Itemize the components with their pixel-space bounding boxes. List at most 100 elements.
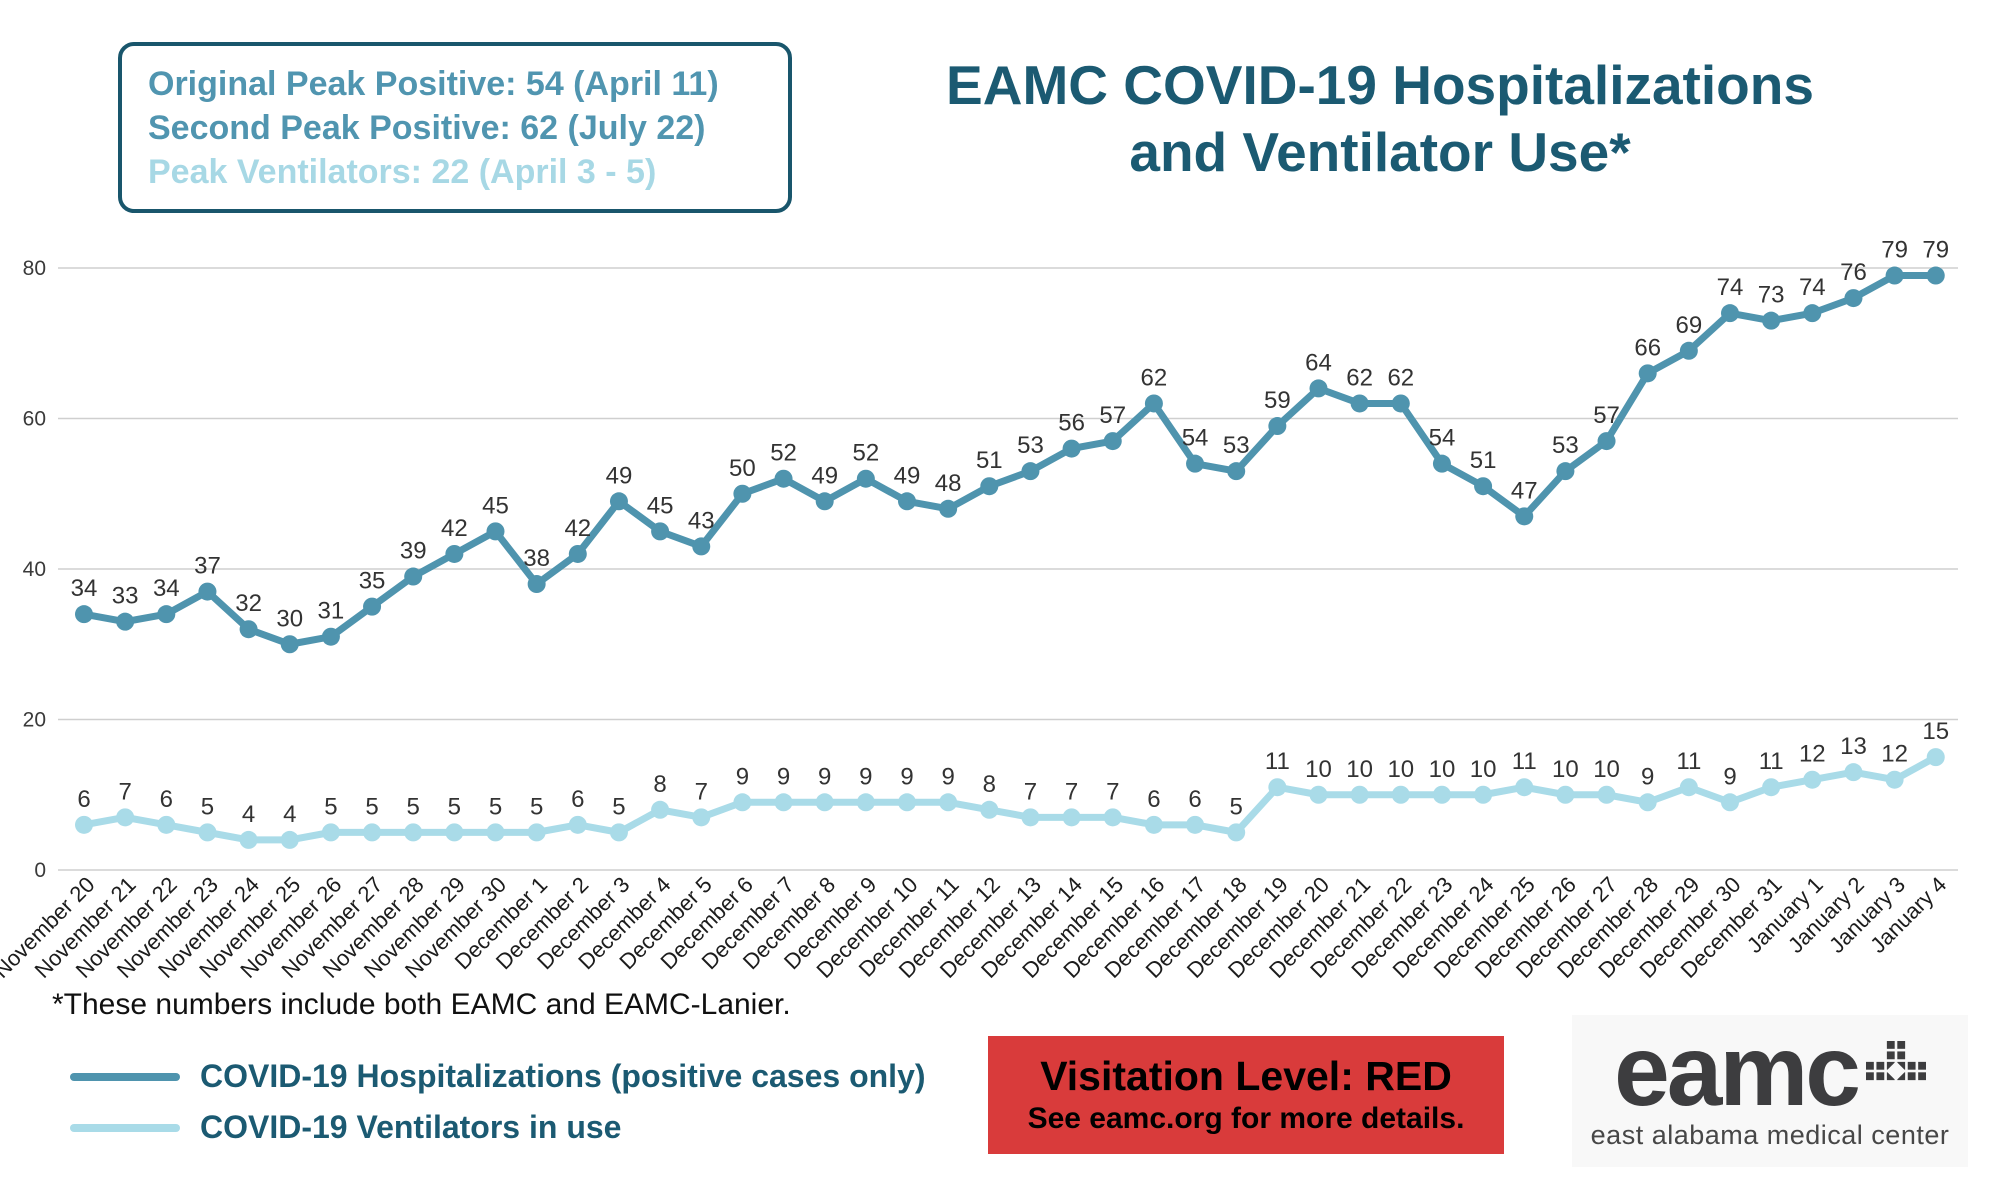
data-point-label: 34 — [71, 575, 98, 602]
data-point — [157, 605, 176, 624]
data-point — [1432, 454, 1451, 473]
data-point-label: 10 — [1387, 756, 1414, 783]
data-point — [1597, 432, 1616, 451]
peak-summary-box: Original Peak Positive: 54 (April 11) Se… — [118, 42, 792, 213]
data-point — [198, 823, 217, 842]
data-point-label: 62 — [1141, 364, 1168, 391]
eamc-logo: eamc east alabama medical center — [1572, 1015, 1968, 1167]
data-point-label: 9 — [1641, 763, 1654, 790]
data-point-label: 13 — [1840, 733, 1867, 760]
data-point — [1268, 778, 1287, 797]
data-point — [1679, 778, 1698, 797]
data-point-label: 10 — [1305, 756, 1332, 783]
data-point-label: 50 — [729, 455, 756, 482]
data-point — [445, 823, 464, 842]
data-point — [1350, 785, 1369, 804]
data-point — [1474, 477, 1493, 496]
legend-item-hospitalizations: COVID-19 Hospitalizations (positive case… — [70, 1058, 926, 1095]
data-point — [1474, 785, 1493, 804]
data-point — [1844, 289, 1863, 308]
data-point-label: 47 — [1511, 477, 1538, 504]
data-point-label: 11 — [1759, 748, 1784, 775]
y-axis-tick-label: 40 — [23, 558, 46, 581]
data-point — [939, 793, 958, 812]
data-point-label: 66 — [1634, 334, 1661, 361]
data-point — [1227, 462, 1246, 481]
data-point-label: 64 — [1305, 349, 1332, 376]
y-axis-tick-label: 60 — [23, 408, 46, 431]
data-point — [609, 823, 628, 842]
data-point — [1885, 266, 1904, 285]
data-point-label: 15 — [1922, 718, 1949, 745]
legend-swatch-ventilators — [70, 1123, 180, 1132]
ventilators-line — [80, 753, 1940, 844]
data-point — [1350, 394, 1369, 413]
data-point-label: 45 — [647, 492, 674, 519]
data-point-label: 5 — [324, 793, 337, 820]
data-point — [1186, 815, 1205, 834]
data-point — [116, 808, 135, 827]
peak-second-positive: Second Peak Positive: 62 (July 22) — [148, 109, 706, 148]
data-point-label: 7 — [695, 778, 708, 805]
data-point — [1062, 439, 1081, 458]
data-point — [1926, 266, 1945, 285]
data-point-label: 49 — [811, 462, 838, 489]
page-title-line-2: and Ventilator Use* — [1129, 121, 1631, 184]
chart-legend: COVID-19 Hospitalizations (positive case… — [70, 1058, 926, 1160]
data-point-label: 54 — [1429, 425, 1456, 452]
data-point-label: 6 — [1147, 786, 1160, 813]
y-axis-tick-label: 80 — [23, 257, 46, 280]
data-point — [815, 492, 834, 511]
data-point — [733, 793, 752, 812]
legend-label-ventilators: COVID-19 Ventilators in use — [200, 1109, 622, 1145]
data-point — [774, 469, 793, 488]
data-point-label: 52 — [770, 440, 797, 467]
data-point — [1021, 462, 1040, 481]
data-point-label: 8 — [983, 771, 996, 798]
data-point-label: 69 — [1675, 312, 1702, 339]
eamc-logo-row: eamc — [1614, 1021, 1926, 1121]
data-point-label: 5 — [407, 793, 420, 820]
data-point — [609, 492, 628, 511]
data-point-label: 10 — [1429, 756, 1456, 783]
data-point — [157, 815, 176, 834]
data-point — [1515, 507, 1534, 526]
data-point-label: 49 — [606, 462, 633, 489]
legend-swatch-hospitalizations — [70, 1072, 180, 1081]
data-point — [321, 823, 340, 842]
data-point-label: 9 — [1723, 763, 1736, 790]
data-point-label: 11 — [1265, 748, 1290, 775]
data-point-label: 74 — [1799, 274, 1826, 301]
data-point-label: 5 — [612, 793, 625, 820]
data-point-label: 11 — [1512, 748, 1537, 775]
data-point-label: 5 — [489, 793, 502, 820]
page-title: EAMC COVID-19 Hospitalizations and Venti… — [830, 52, 1930, 186]
data-point — [856, 793, 875, 812]
data-point — [1021, 808, 1040, 827]
data-point — [898, 793, 916, 812]
data-point-label: 73 — [1758, 282, 1785, 309]
data-point — [1679, 341, 1698, 360]
data-point-label: 10 — [1552, 756, 1579, 783]
data-point — [321, 627, 340, 646]
data-point-label: 9 — [818, 763, 831, 790]
data-point — [75, 815, 93, 834]
data-point-label: 54 — [1182, 425, 1209, 452]
data-point-label: 6 — [160, 786, 173, 813]
data-point — [527, 823, 546, 842]
data-point-label: 6 — [77, 786, 90, 813]
data-point — [1762, 778, 1781, 797]
data-point — [445, 544, 464, 563]
data-point-label: 79 — [1922, 237, 1949, 264]
data-point — [856, 469, 875, 488]
data-point — [1844, 763, 1863, 782]
data-point — [1062, 808, 1081, 827]
data-point-label: 57 — [1593, 402, 1620, 429]
data-point — [1103, 432, 1122, 451]
data-point-label: 59 — [1264, 387, 1291, 414]
data-point — [363, 823, 382, 842]
page-title-line-1: EAMC COVID-19 Hospitalizations — [946, 54, 1814, 116]
data-point — [651, 522, 670, 541]
data-point-label: 62 — [1346, 364, 1373, 391]
data-point-label: 8 — [653, 771, 666, 798]
